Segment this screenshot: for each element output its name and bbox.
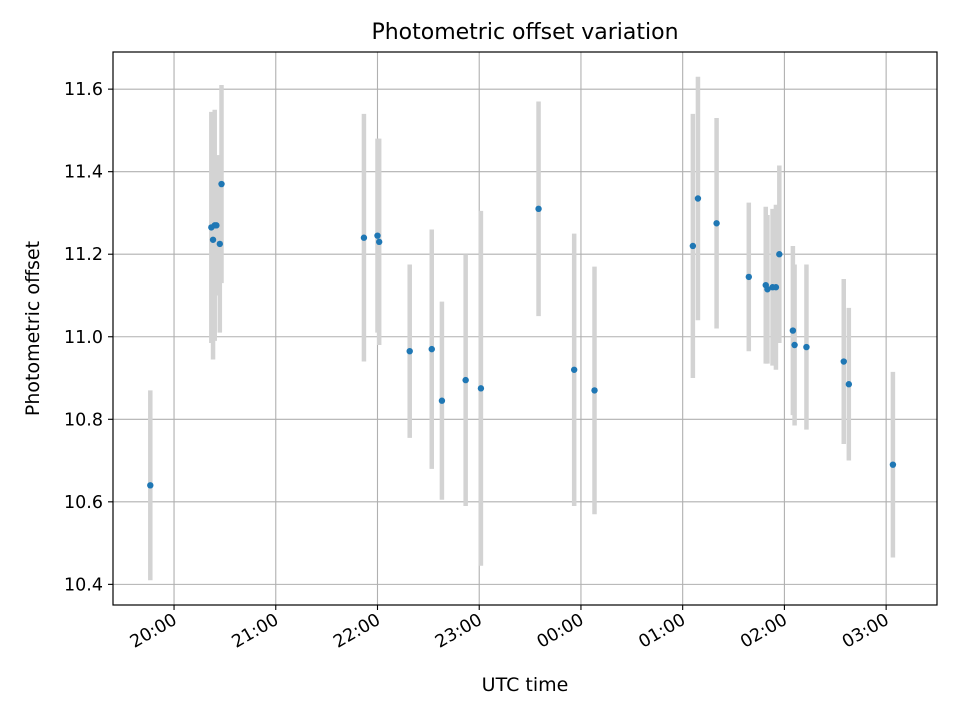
data-point: [845, 381, 853, 388]
data-point: [764, 286, 771, 293]
data-point: [360, 234, 368, 241]
data-point: [375, 238, 383, 246]
data-point: [374, 232, 381, 239]
y-tick-label: 10.6: [64, 493, 103, 513]
data-point: [406, 347, 413, 355]
data-point: [694, 195, 702, 202]
data-point: [745, 273, 753, 281]
data-point: [713, 220, 720, 227]
data-point: [218, 180, 225, 188]
y-tick-label: 11.6: [64, 80, 103, 100]
chart-title: Photometric offset variation: [371, 20, 678, 45]
data-point: [791, 341, 798, 349]
plot-frame: [112, 51, 938, 606]
y-tick-label: 11.4: [64, 163, 103, 183]
data-point: [213, 222, 220, 229]
data-points: [147, 180, 897, 489]
data-point: [209, 236, 217, 243]
y-tick-label: 10.8: [64, 410, 103, 430]
data-point: [535, 205, 542, 213]
x-axis-label: UTC time: [482, 674, 569, 696]
data-point: [438, 397, 446, 404]
data-point: [216, 240, 224, 248]
data-point: [789, 327, 797, 334]
y-tick-label: 11.2: [64, 245, 103, 265]
y-tick-label: 11.0: [64, 328, 103, 348]
data-point: [428, 345, 435, 353]
data-point: [776, 251, 783, 258]
data-point: [591, 387, 598, 394]
data-point: [772, 284, 780, 291]
data-point: [477, 385, 485, 392]
y-tick-label: 10.4: [64, 575, 103, 595]
data-point: [803, 343, 810, 351]
data-point: [889, 461, 897, 468]
data-point: [840, 358, 847, 365]
data-point: [147, 482, 154, 489]
data-point: [462, 376, 469, 384]
data-point: [570, 366, 578, 373]
data-point: [689, 242, 697, 250]
y-axis-label: Photometric offset: [22, 241, 44, 416]
